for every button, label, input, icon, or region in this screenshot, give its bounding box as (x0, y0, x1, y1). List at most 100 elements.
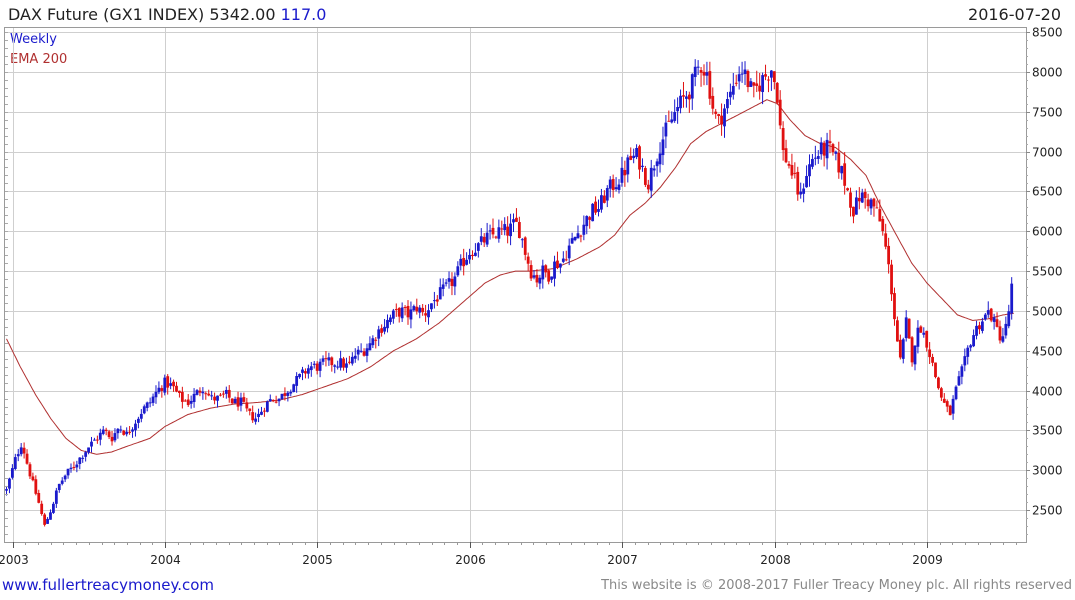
candle-body (509, 223, 512, 237)
candle (104, 427, 108, 436)
y-tick-label: 6000 (1032, 225, 1063, 239)
candle (145, 401, 149, 412)
candle-body (928, 349, 932, 358)
candle-body (301, 369, 304, 373)
candle-body (145, 402, 149, 408)
candle (312, 360, 316, 369)
candle-body (972, 335, 976, 347)
candle-body (371, 338, 375, 346)
y-tick-label: 8000 (1032, 66, 1063, 80)
candle-body (497, 227, 501, 239)
candle-body (705, 72, 709, 76)
candle (324, 351, 328, 367)
candle (391, 308, 395, 324)
candle-body (400, 307, 404, 319)
candle-body (784, 148, 788, 163)
candle-body (389, 317, 392, 323)
candle-body (582, 224, 586, 235)
candle (359, 343, 363, 353)
candle (983, 312, 987, 321)
candle (875, 200, 879, 209)
candle (166, 374, 170, 395)
candle-body (623, 169, 627, 176)
candle (517, 216, 521, 239)
candle-body (945, 401, 949, 407)
candle-body (614, 187, 618, 190)
candle (377, 325, 381, 347)
candle (257, 408, 260, 423)
candle-body (632, 155, 636, 159)
candle-body (834, 151, 838, 154)
candle-body (13, 457, 17, 469)
candle (816, 150, 820, 164)
candle (702, 64, 706, 86)
candle-body (482, 236, 486, 243)
candle (963, 348, 967, 372)
candle-body (93, 439, 96, 441)
candle-body (306, 368, 310, 374)
candle (541, 259, 545, 289)
candle (576, 225, 580, 239)
candle (110, 431, 114, 446)
candle (632, 148, 636, 164)
candle (638, 144, 641, 179)
candle (444, 279, 448, 287)
candle-body (406, 305, 410, 318)
candle (547, 269, 551, 285)
candle (207, 389, 211, 397)
candle (412, 304, 416, 312)
candle-body (304, 371, 307, 374)
candle-body (890, 264, 893, 295)
candle (289, 389, 293, 397)
candle (400, 302, 404, 322)
candle-body (702, 71, 706, 76)
candle (989, 307, 993, 323)
candle (16, 449, 20, 462)
candle (224, 386, 228, 399)
candle-body (298, 373, 301, 378)
candle-body (573, 236, 577, 241)
candle-body (421, 307, 425, 313)
candle (831, 142, 835, 156)
candle (306, 364, 310, 379)
candle-body (16, 454, 20, 457)
candle-body (63, 475, 67, 480)
candle (602, 190, 606, 204)
candle-body (673, 111, 677, 121)
candle-body (374, 339, 378, 341)
candle (696, 60, 700, 75)
candle-body (25, 453, 29, 464)
candle-body (772, 71, 776, 83)
candle-body (547, 270, 551, 282)
candle (743, 61, 747, 86)
footer-url-link[interactable]: www.fullertreacymoney.com (2, 576, 215, 594)
candle-body (263, 410, 266, 412)
candle (734, 74, 738, 87)
candle-body (699, 70, 703, 73)
candle-body (989, 308, 993, 321)
candle-body (101, 429, 105, 434)
candle (424, 304, 427, 322)
candle-body (600, 195, 603, 210)
candle (623, 160, 627, 187)
candle (802, 183, 806, 203)
candle-body (295, 375, 299, 386)
candle-body (447, 278, 451, 282)
candle (781, 121, 785, 161)
candle-body (629, 155, 633, 160)
candle (643, 165, 647, 188)
candle (368, 336, 372, 351)
candle (75, 460, 79, 473)
candle-body (136, 418, 140, 423)
candle (500, 220, 504, 236)
candle-body (69, 467, 73, 470)
candle-body (90, 441, 93, 447)
candle (975, 320, 978, 340)
candle (588, 215, 592, 229)
candle (1004, 316, 1008, 339)
candle (482, 233, 486, 247)
candle-body (43, 514, 47, 525)
candle (98, 428, 102, 446)
candle-body (54, 490, 58, 504)
candle (459, 254, 463, 271)
